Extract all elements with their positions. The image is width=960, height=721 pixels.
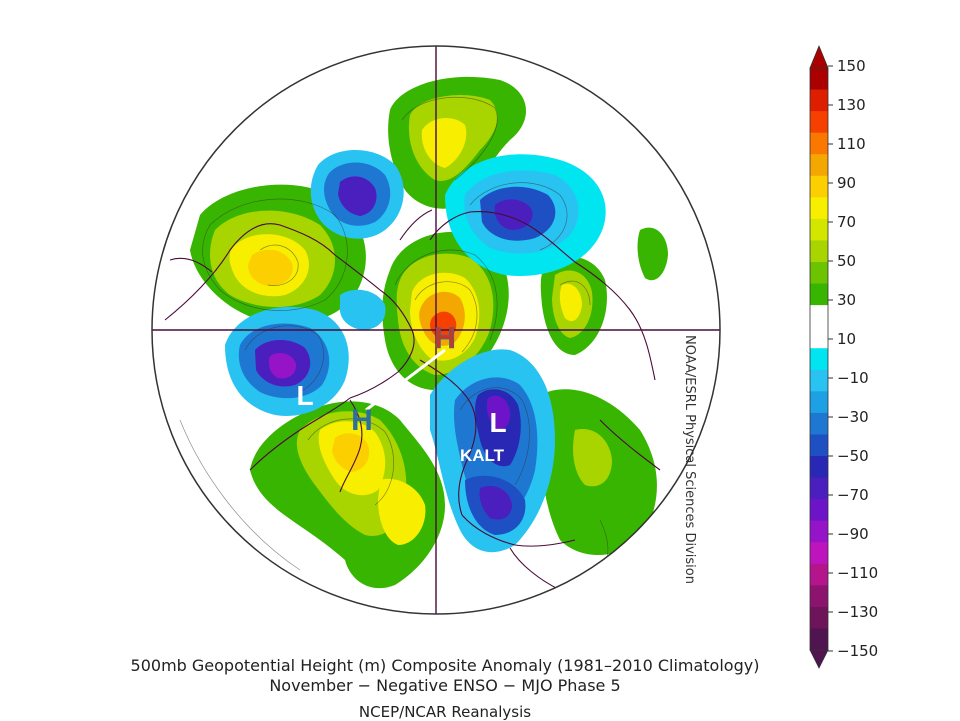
colorbar-segment [810,391,828,414]
colorbar-tick-label: −70 [837,486,869,504]
colorbar-segment [810,111,828,134]
ridge-axis-line [365,348,446,412]
colorbar-segment [810,175,828,198]
negative-anomaly-regions [225,150,606,553]
colorbar-segment [810,89,828,112]
marker-l-canada: L [296,380,313,411]
marker-h-pole: H [434,322,456,355]
colorbar-tick-label: 150 [837,57,866,75]
caption-title: 500mb Geopotential Height (m) Composite … [130,656,760,675]
colorbar-tick-label: −90 [837,525,869,543]
caption-source: NCEP/NCAR Reanalysis [358,703,532,721]
colorbar-tick-label: −150 [837,642,878,660]
map-border [151,45,721,615]
colorbar-segment [810,369,828,392]
colorbar-segment [810,628,828,651]
colorbar-segment [810,283,828,306]
marker-h-greenland: H [351,404,373,437]
colorbar-segment [810,412,828,435]
colorbar-tick-label: 130 [837,96,866,114]
colorbar-segment [810,154,828,177]
colorbar-tick-label: −30 [837,408,869,426]
marker-l-eurasia: L [489,407,506,438]
colorbar-segment [810,563,828,586]
colorbar-tick-label: 110 [837,135,866,153]
coastlines [164,209,661,591]
colorbar-tick-label: −130 [837,603,878,621]
colorbar-segment [810,240,828,263]
map-disk [152,46,720,614]
colorbar-cap-bottom [809,649,829,669]
colorbar-segment [810,434,828,457]
caption-subtitle: November − Negative ENSO − MJO Phase 5 [269,676,621,695]
colorbar-cap-top [809,44,829,69]
colorbar-segment [810,262,828,285]
colorbar-segment [810,520,828,543]
colorbar-segment [810,477,828,500]
colorbar-segment [810,326,828,349]
colorbar-tick-label: −110 [837,564,878,582]
colorbar-segment [810,132,828,155]
contour-lines [179,96,609,601]
colorbar-segment [810,218,828,241]
colorbar-segment [810,499,828,522]
colorbar-segment [810,542,828,565]
colorbar-tick-label: 70 [837,213,856,231]
marker-kalt: KALT [460,446,505,465]
colorbar-tick-label: −10 [837,369,869,387]
colorbar-segment [810,348,828,371]
colorbar-tick-label: 50 [837,252,856,270]
colorbar-segment [810,197,828,220]
colorbar-tick-label: 30 [837,291,856,309]
colorbar-segment [810,456,828,479]
colorbar-tick-label: 90 [837,174,856,192]
colorbar-tick-label: 10 [837,330,856,348]
colorbar-segment [810,585,828,608]
colorbar: 150 130 110 90 70 50 30 10 −10 −30 −50 −70 −90 −110 −1… [809,44,878,669]
colorbar-tick-label: −50 [837,447,869,465]
colorbar-segment [810,68,828,91]
colorbar-segment [810,305,828,328]
positive-anomaly-regions [190,76,668,589]
colorbar-segment [810,606,828,629]
credit-text: NOAA/ESRL Physical Sciences Division [682,335,697,584]
